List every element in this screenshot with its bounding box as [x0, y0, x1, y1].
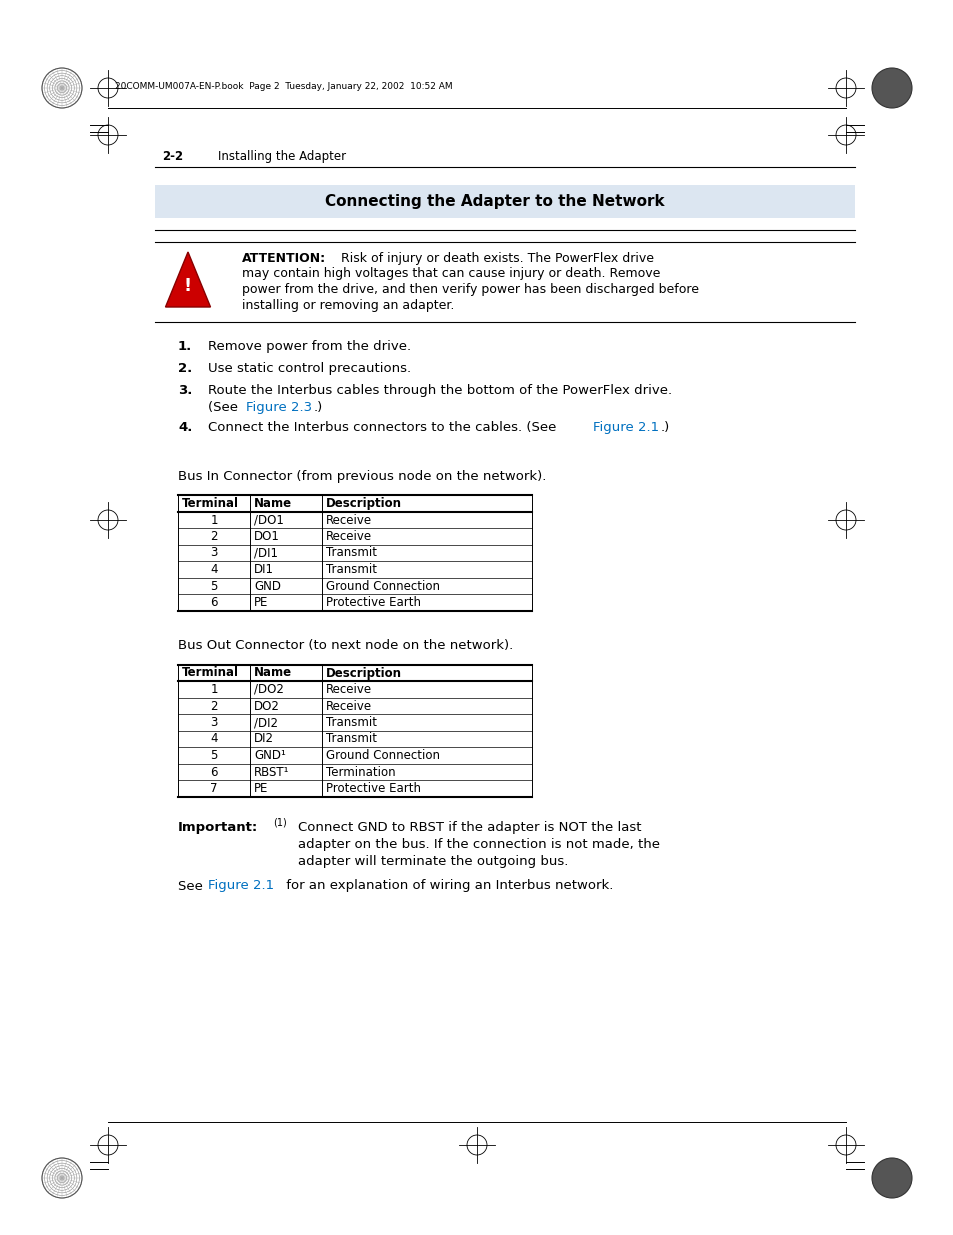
Text: Terminal: Terminal	[182, 667, 239, 679]
Text: Receive: Receive	[326, 514, 372, 526]
Text: Protective Earth: Protective Earth	[326, 782, 420, 795]
Text: 4: 4	[210, 563, 217, 576]
Text: Receive: Receive	[326, 699, 372, 713]
Text: 3: 3	[210, 716, 217, 729]
Text: Ground Connection: Ground Connection	[326, 748, 439, 762]
Text: Description: Description	[326, 496, 401, 510]
Text: Route the Interbus cables through the bottom of the PowerFlex drive.: Route the Interbus cables through the bo…	[208, 384, 672, 396]
Text: 1: 1	[210, 514, 217, 526]
Text: Receive: Receive	[326, 530, 372, 543]
Text: 2-2: 2-2	[162, 149, 183, 163]
Text: 1.: 1.	[178, 340, 193, 353]
Text: Transmit: Transmit	[326, 547, 376, 559]
Polygon shape	[165, 252, 211, 308]
Text: /DO2: /DO2	[253, 683, 284, 697]
Text: 7: 7	[210, 782, 217, 795]
Text: /DI2: /DI2	[253, 716, 277, 729]
Text: 6: 6	[210, 597, 217, 609]
Text: 3: 3	[210, 547, 217, 559]
Text: (See: (See	[208, 401, 242, 414]
Text: installing or removing an adapter.: installing or removing an adapter.	[242, 299, 454, 311]
Circle shape	[871, 1158, 911, 1198]
Text: DO1: DO1	[253, 530, 279, 543]
Bar	[154, 185, 854, 219]
Text: 1: 1	[210, 683, 217, 697]
Text: Bus In Connector (from previous node on the network).: Bus In Connector (from previous node on …	[178, 471, 546, 483]
Text: 5: 5	[210, 748, 217, 762]
Text: /DO1: /DO1	[253, 514, 284, 526]
Text: ATTENTION:: ATTENTION:	[242, 252, 326, 266]
Text: .): .)	[314, 401, 323, 414]
Text: may contain high voltages that can cause injury or death. Remove: may contain high voltages that can cause…	[242, 268, 659, 280]
Text: 2: 2	[210, 699, 217, 713]
Text: Protective Earth: Protective Earth	[326, 597, 420, 609]
Text: Figure 2.3: Figure 2.3	[246, 401, 312, 414]
Text: GND¹: GND¹	[253, 748, 286, 762]
Text: Bus Out Connector (to next node on the network).: Bus Out Connector (to next node on the n…	[178, 638, 513, 652]
Text: .): .)	[660, 421, 670, 433]
Text: Important:: Important:	[178, 821, 258, 835]
Text: Connect the Interbus connectors to the cables. (See: Connect the Interbus connectors to the c…	[208, 421, 560, 433]
Text: Receive: Receive	[326, 683, 372, 697]
Text: Transmit: Transmit	[326, 732, 376, 746]
Text: Description: Description	[326, 667, 401, 679]
Text: 6: 6	[210, 766, 217, 778]
Text: Figure 2.1: Figure 2.1	[593, 421, 659, 433]
Text: Risk of injury or death exists. The PowerFlex drive: Risk of injury or death exists. The Powe…	[336, 252, 654, 266]
Text: adapter on the bus. If the connection is not made, the: adapter on the bus. If the connection is…	[297, 839, 659, 851]
Text: 4: 4	[210, 732, 217, 746]
Text: adapter will terminate the outgoing bus.: adapter will terminate the outgoing bus.	[297, 855, 568, 867]
Text: DO2: DO2	[253, 699, 279, 713]
Text: DI1: DI1	[253, 563, 274, 576]
Text: 3.: 3.	[178, 384, 193, 396]
Text: power from the drive, and then verify power has been discharged before: power from the drive, and then verify po…	[242, 283, 699, 296]
Text: GND: GND	[253, 579, 281, 593]
Text: Terminal: Terminal	[182, 496, 239, 510]
Text: Use static control precautions.: Use static control precautions.	[208, 362, 411, 375]
Circle shape	[871, 68, 911, 107]
Text: /DI1: /DI1	[253, 547, 277, 559]
Text: PE: PE	[253, 782, 268, 795]
Text: 4.: 4.	[178, 421, 193, 433]
Text: for an explanation of wiring an Interbus network.: for an explanation of wiring an Interbus…	[282, 879, 613, 893]
Text: !: !	[184, 277, 192, 295]
Text: (1): (1)	[273, 818, 287, 827]
Text: 2.: 2.	[178, 362, 193, 375]
Text: Ground Connection: Ground Connection	[326, 579, 439, 593]
Text: Termination: Termination	[326, 766, 395, 778]
Text: Transmit: Transmit	[326, 716, 376, 729]
Text: DI2: DI2	[253, 732, 274, 746]
Text: Name: Name	[253, 667, 292, 679]
Text: See: See	[178, 879, 207, 893]
Text: Transmit: Transmit	[326, 563, 376, 576]
Text: PE: PE	[253, 597, 268, 609]
Text: 5: 5	[210, 579, 217, 593]
Text: Remove power from the drive.: Remove power from the drive.	[208, 340, 411, 353]
Text: Figure 2.1: Figure 2.1	[208, 879, 274, 893]
Text: Installing the Adapter: Installing the Adapter	[218, 149, 346, 163]
Text: Connecting the Adapter to the Network: Connecting the Adapter to the Network	[325, 194, 664, 209]
Text: 2: 2	[210, 530, 217, 543]
Text: RBST¹: RBST¹	[253, 766, 289, 778]
Text: 20COMM-UM007A-EN-P.book  Page 2  Tuesday, January 22, 2002  10:52 AM: 20COMM-UM007A-EN-P.book Page 2 Tuesday, …	[115, 82, 452, 91]
Text: Name: Name	[253, 496, 292, 510]
Text: Connect GND to RBST if the adapter is NOT the last: Connect GND to RBST if the adapter is NO…	[297, 821, 640, 835]
